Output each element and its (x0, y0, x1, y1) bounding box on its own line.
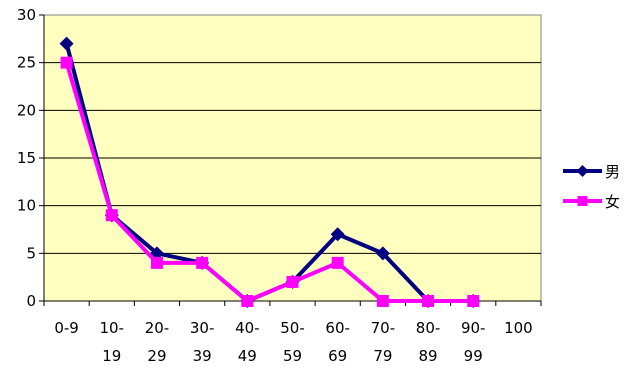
gridlines (44, 62, 541, 254)
x-tick-label: 70-79 (371, 319, 396, 365)
x-tick-label: 90-99 (461, 319, 486, 365)
data-point (59, 36, 74, 51)
y-tick-label: 25 (17, 54, 36, 72)
data-point (376, 295, 389, 307)
data-point (286, 275, 299, 288)
y-tick-label: 15 (17, 149, 36, 167)
series-group (59, 36, 481, 308)
data-point (196, 256, 209, 269)
series-2 (60, 56, 480, 307)
data-point (241, 295, 254, 307)
x-tick-label: 0-9 (54, 319, 79, 337)
x-axis: 0-9 10-19 20-29 30-39 40-49 50-59 60-69 70-79 80… (43, 300, 542, 365)
data-point (149, 246, 164, 261)
x-tick-label: 40-49 (235, 319, 260, 365)
y-tick-label: 30 (17, 6, 36, 24)
legend-swatch-marker (576, 165, 589, 177)
data-point (331, 256, 344, 269)
y-tick-label: 10 (17, 197, 36, 215)
x-tick-label: 10-19 (100, 319, 125, 365)
legend-label: 男 (605, 163, 620, 181)
legend-swatch-marker (577, 196, 588, 206)
data-point (422, 295, 435, 307)
data-point (375, 246, 390, 261)
data-point (330, 227, 345, 242)
legend-item: 男 (563, 163, 620, 181)
y-tick-label: 5 (26, 244, 36, 262)
x-tick-label: 80-89 (416, 319, 441, 365)
x-tick-label: 20-29 (145, 319, 170, 365)
data-point (467, 295, 480, 307)
legend-item: 女 (563, 193, 620, 211)
x-tick-label: 50-59 (280, 319, 305, 365)
x-tick-label: 60-69 (325, 319, 350, 365)
y-tick-label: 20 (17, 101, 36, 119)
y-tick-label: 0 (26, 292, 36, 310)
x-tick-label: 100 (504, 319, 533, 337)
legend: 男女 (563, 163, 620, 211)
data-point (60, 56, 73, 69)
y-axis: 0 5 10 15 20 25 30 (17, 6, 45, 310)
x-tick-label: 30-39 (190, 319, 215, 365)
legend-label: 女 (605, 193, 620, 211)
series-line (64, 62, 474, 303)
data-point (150, 256, 163, 269)
data-point (105, 209, 118, 222)
